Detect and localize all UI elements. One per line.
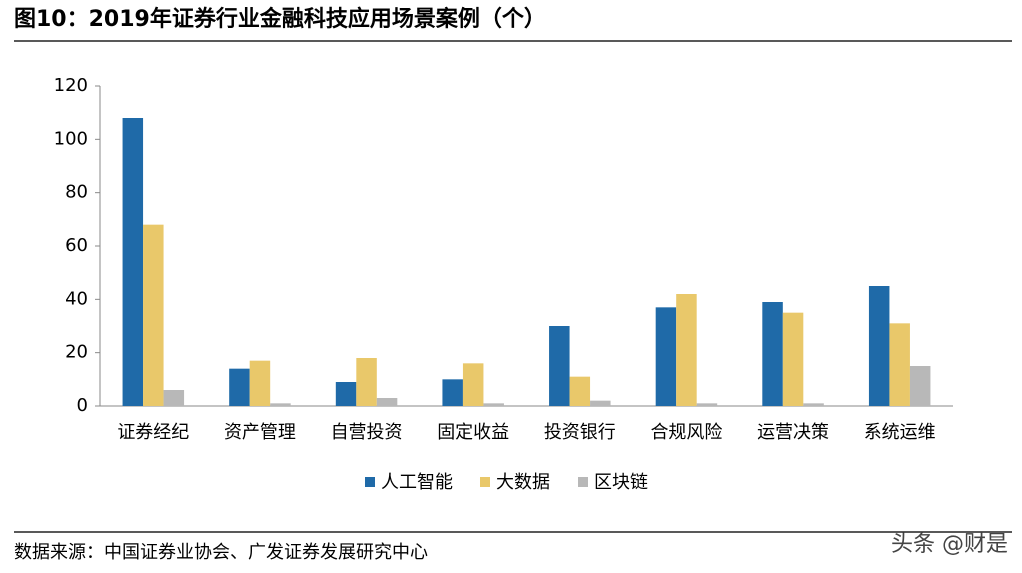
x-tick-label: 合规风险 xyxy=(650,422,722,443)
x-tick-label: 系统运维 xyxy=(864,422,936,443)
bar xyxy=(696,403,718,406)
bar xyxy=(376,398,398,406)
bar xyxy=(782,312,804,406)
x-tick-label: 运营决策 xyxy=(757,422,829,443)
bar xyxy=(655,307,677,406)
x-tick-label: 固定收益 xyxy=(437,422,509,443)
bar xyxy=(762,302,783,406)
bar xyxy=(909,366,931,406)
bar xyxy=(483,403,504,406)
bar xyxy=(590,400,611,406)
y-tick-label: 100 xyxy=(54,128,88,149)
bar xyxy=(868,286,890,406)
bar xyxy=(462,363,484,406)
bar xyxy=(549,326,570,406)
bar xyxy=(889,323,910,406)
x-tick-label: 投资银行 xyxy=(544,422,616,443)
bar xyxy=(569,376,591,406)
legend-swatch xyxy=(365,477,375,487)
x-tick-label: 资产管理 xyxy=(224,422,296,443)
y-tick-label: 40 xyxy=(65,288,88,309)
bar xyxy=(676,294,697,406)
bar xyxy=(803,403,824,406)
legend-label: 区块链 xyxy=(594,472,648,493)
y-tick-label: 0 xyxy=(77,395,88,416)
y-tick-label: 20 xyxy=(65,342,88,363)
bar xyxy=(442,379,463,406)
watermark: 头条 @财是 xyxy=(891,532,1008,557)
bar xyxy=(229,368,250,406)
bar xyxy=(143,224,164,406)
legend-label: 人工智能 xyxy=(381,472,453,493)
bar xyxy=(249,360,271,406)
y-tick-label: 120 xyxy=(54,75,88,96)
x-tick-label: 自营投资 xyxy=(331,422,403,443)
title: 图10：2019年证券行业金融科技应用场景案例（个） xyxy=(14,6,546,32)
legend-swatch xyxy=(578,477,588,487)
legend-label: 大数据 xyxy=(496,472,550,493)
source: 数据来源：中国证券业协会、广发证券发展研究中心 xyxy=(14,542,428,563)
bar xyxy=(356,358,377,406)
y-tick-label: 60 xyxy=(65,235,88,256)
bar xyxy=(335,382,357,406)
y-tick-label: 80 xyxy=(65,182,88,203)
bar xyxy=(163,390,185,406)
bar xyxy=(270,403,291,406)
x-tick-label: 证券经纪 xyxy=(117,422,189,443)
legend-swatch xyxy=(480,477,490,487)
bar xyxy=(122,118,144,406)
